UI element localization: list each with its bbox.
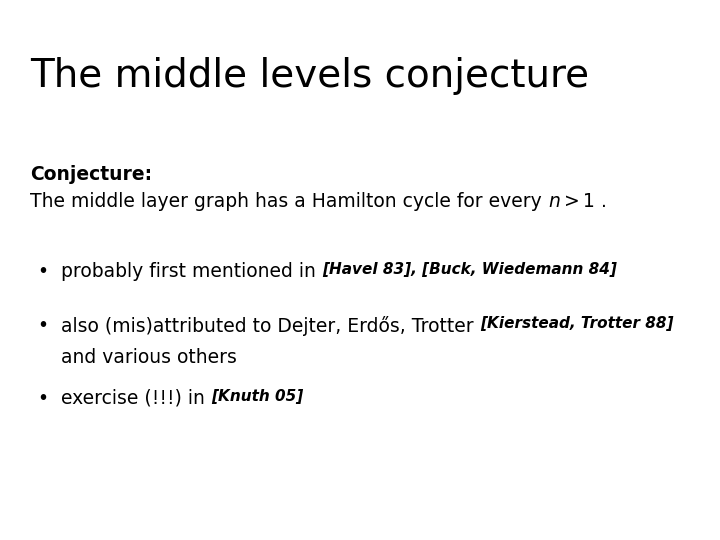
Text: and various others: and various others (61, 348, 237, 367)
Text: also (mis)attributed to Dejter, Erdős, Trotter: also (mis)attributed to Dejter, Erdős, T… (61, 316, 480, 336)
Text: The middle levels conjecture: The middle levels conjecture (30, 57, 590, 94)
Text: •: • (37, 316, 48, 335)
Text: •: • (37, 262, 48, 281)
Text: .: . (595, 192, 607, 211)
Text: Conjecture:: Conjecture: (30, 165, 153, 184)
Text: probably first mentioned in: probably first mentioned in (61, 262, 322, 281)
Text: •: • (37, 389, 48, 408)
Text: [Knuth 05]: [Knuth 05] (211, 389, 303, 404)
Text: [Havel 83], [Buck, Wiedemann 84]: [Havel 83], [Buck, Wiedemann 84] (322, 262, 617, 277)
Text: The middle layer graph has a Hamilton cycle for every: The middle layer graph has a Hamilton cy… (30, 192, 548, 211)
Text: [Kierstead, Trotter 88]: [Kierstead, Trotter 88] (480, 316, 673, 331)
Text: $n > 1$: $n > 1$ (548, 192, 595, 211)
Text: exercise (!!!) in: exercise (!!!) in (61, 389, 211, 408)
